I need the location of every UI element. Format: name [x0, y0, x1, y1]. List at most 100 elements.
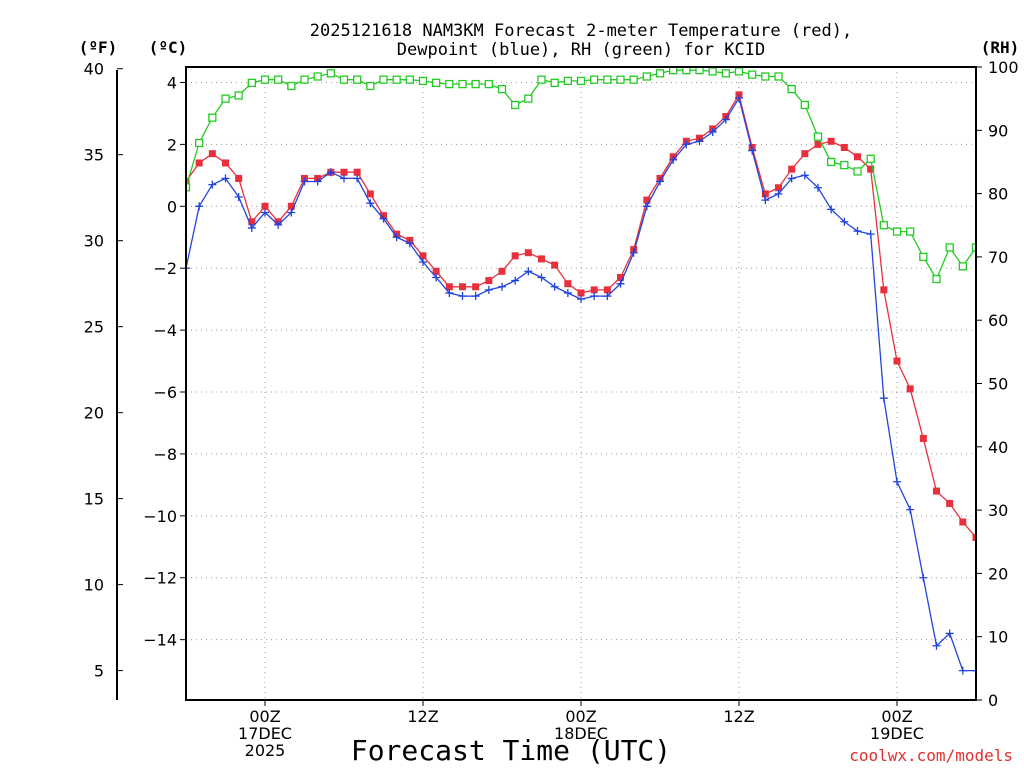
2-meter-temperature-point — [972, 533, 976, 541]
rh-point — [616, 75, 625, 84]
rh-point — [234, 91, 243, 100]
rh-point — [195, 138, 204, 148]
dewpoint-point — [498, 282, 506, 291]
rh-point — [247, 78, 256, 87]
2-meter-temperature-point — [472, 283, 480, 291]
rh-point — [418, 76, 428, 86]
2-meter-temperature-point — [248, 218, 256, 226]
2-meter-temperature-point — [867, 165, 875, 173]
dewpoint-point — [656, 177, 664, 186]
rh-point — [326, 69, 335, 78]
fahrenheit-tick-label: 25 — [84, 318, 104, 337]
rh-point — [800, 100, 809, 110]
dewpoint-point — [840, 217, 849, 226]
rh-point — [274, 75, 283, 84]
2-meter-temperature-point — [643, 196, 651, 204]
2-meter-temperature-point — [788, 165, 796, 173]
x-tick-label: 19DEC — [870, 724, 924, 743]
dewpoint-point — [484, 285, 493, 294]
dewpoint-point — [340, 174, 348, 183]
dewpoint-point — [353, 174, 362, 183]
rh-point — [186, 183, 191, 192]
rh-point — [971, 243, 976, 252]
dewpoint-point — [945, 629, 954, 638]
rh-point — [761, 72, 770, 81]
x-tick-label: 12Z — [723, 707, 754, 726]
series-group — [186, 67, 976, 675]
x-tick-label: 2025 — [245, 741, 286, 760]
dewpoint-point — [577, 295, 585, 304]
2-meter-temperature-point — [235, 174, 243, 182]
rh-point — [550, 78, 559, 87]
dewpoint-point — [906, 505, 915, 514]
2-meter-temperature-point — [564, 280, 572, 288]
2-meter-temperature-point — [366, 190, 374, 198]
dewpoint-point — [445, 288, 454, 297]
dewpoint-point — [524, 267, 533, 276]
dewpoint-point — [827, 205, 836, 214]
2-meter-temperature-point — [775, 184, 782, 192]
rh-point — [787, 85, 796, 94]
watermark: coolwx.com/models — [849, 746, 1013, 765]
rh-point — [879, 221, 888, 230]
dewpoint-point — [287, 208, 296, 217]
rh-point — [366, 81, 375, 91]
dewpoint-point — [405, 239, 414, 248]
x-tick-label: 17DEC — [238, 724, 292, 743]
rh-point — [629, 75, 638, 84]
dewpoint-point — [563, 288, 572, 297]
2-meter-temperature-point — [459, 283, 466, 291]
rh-point — [853, 167, 862, 176]
dewpoint-point — [669, 155, 678, 164]
rh-point — [958, 262, 967, 271]
2-meter-temperature-point — [919, 434, 927, 442]
rh-tick-label: 40 — [988, 438, 1008, 457]
rh-point — [563, 76, 572, 86]
x-tick-label: 00Z — [565, 707, 596, 726]
rh-tick-label: 60 — [988, 311, 1008, 330]
rh-tick-label: 30 — [988, 501, 1008, 520]
rh-point — [603, 75, 612, 84]
dewpoint-point — [958, 666, 967, 675]
rh-point — [892, 227, 902, 236]
2-meter-temperature-point — [222, 159, 229, 167]
x-tick-label: 12Z — [407, 707, 438, 726]
dewpoint-point — [761, 196, 770, 205]
celsius-tick-label: −6 — [153, 383, 177, 402]
2-meter-temperature-point — [603, 286, 611, 294]
rh-point — [379, 75, 388, 84]
2-meter-temperature-point — [445, 283, 453, 291]
dewpoint-point — [379, 214, 388, 223]
rh-point — [708, 67, 717, 76]
rh-point — [576, 76, 586, 86]
celsius-tick-label: 0 — [167, 197, 177, 216]
dewpoint-point — [853, 227, 862, 236]
dewpoint-point — [879, 394, 888, 403]
fahrenheit-tick-label: 30 — [84, 232, 104, 251]
rh-unit-label: (RH) — [981, 38, 1020, 57]
dewpoint-point — [366, 199, 375, 208]
dewpoint-point — [787, 174, 796, 183]
2-meter-temperature-point — [854, 153, 861, 161]
data-series — [186, 67, 976, 675]
celsius-tick-label: −8 — [153, 445, 177, 464]
rh-point — [655, 69, 665, 78]
dewpoint-point — [682, 140, 691, 149]
rh-point — [524, 94, 533, 103]
dewpoint-point — [972, 666, 976, 675]
rh-point — [511, 100, 520, 110]
plot-frame — [185, 66, 977, 701]
dewpoint-point — [247, 223, 256, 232]
chart-title: 2025121618 NAM3KM Forecast 2-meter Tempe… — [310, 21, 852, 41]
fahrenheit-tick-label: 40 — [84, 60, 104, 79]
2-meter-temperature-point — [419, 252, 427, 260]
rh-tick-label: 0 — [988, 691, 998, 710]
dewpoint-point — [932, 641, 941, 650]
fahrenheit-tick-label: 5 — [94, 662, 104, 681]
rh-point — [313, 72, 322, 81]
rh-point — [734, 67, 744, 76]
rh-point — [339, 75, 349, 84]
rh-point — [866, 154, 875, 163]
rh-point — [471, 79, 480, 89]
